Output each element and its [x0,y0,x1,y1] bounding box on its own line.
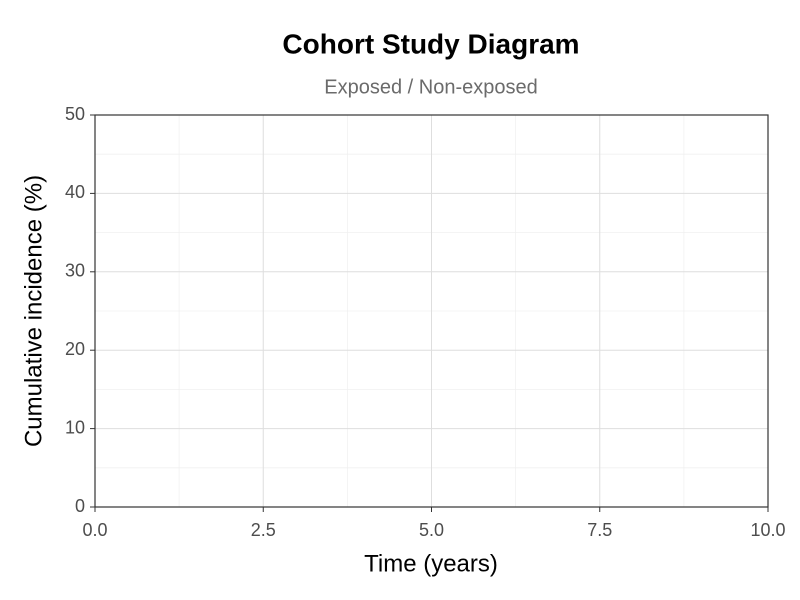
x-tick-label: 2.5 [251,520,276,540]
x-tick-label: 7.5 [587,520,612,540]
y-tick-label: 20 [65,339,85,359]
y-axis-label: Cumulative incidence (%) [20,175,47,447]
x-axis-label: Time (years) [364,550,498,577]
chart-title: Cohort Study Diagram [282,28,579,59]
x-tick-label: 5.0 [419,520,444,540]
y-tick-label: 30 [65,261,85,281]
y-tick-label: 0 [75,496,85,516]
y-tick-label: 40 [65,182,85,202]
x-tick-label: 0.0 [82,520,107,540]
chart-subtitle: Exposed / Non-exposed [324,76,537,98]
plot-border [94,114,769,508]
x-tick-label: 10.0 [750,520,785,540]
y-tick-label: 50 [65,104,85,124]
y-tick-label: 10 [65,417,85,437]
